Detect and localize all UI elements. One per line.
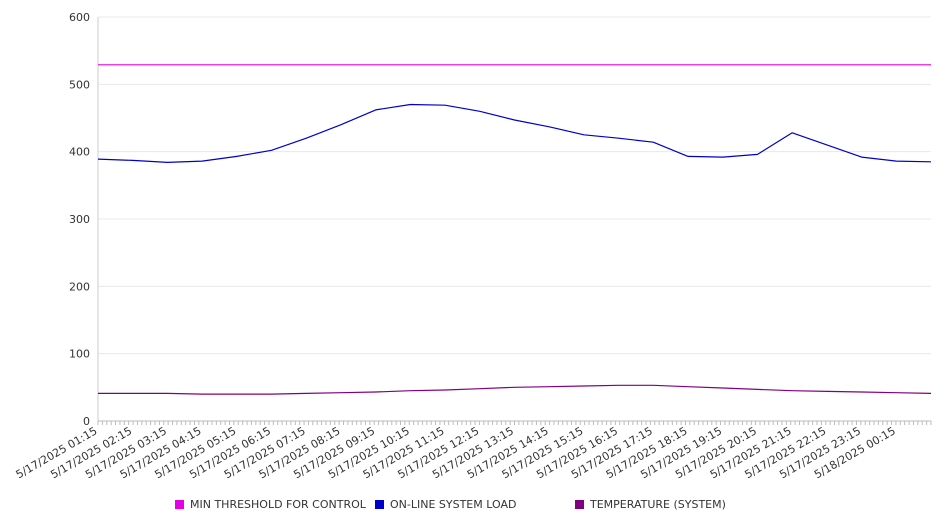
legend-label: MIN THRESHOLD FOR CONTROL [190, 498, 366, 511]
legend-label: TEMPERATURE (SYSTEM) [590, 498, 726, 511]
legend-item-temperature: TEMPERATURE (SYSTEM) [575, 498, 726, 511]
legend-label: ON-LINE SYSTEM LOAD [390, 498, 517, 511]
y-tick-label: 400 [69, 146, 90, 159]
series-line-2 [98, 384, 932, 395]
y-tick-label: 600 [69, 11, 90, 24]
y-tick-label: 0 [83, 415, 90, 428]
legend-swatch-magenta-icon [175, 500, 184, 509]
y-tick-label: 500 [69, 78, 90, 91]
y-tick-label: 100 [69, 348, 90, 361]
legend-item-min-threshold: MIN THRESHOLD FOR CONTROL [175, 498, 366, 511]
y-tick-label: 300 [69, 213, 90, 226]
series-line-1 [97, 103, 932, 163]
chart-legend: MIN THRESHOLD FOR CONTROL ON-LINE SYSTEM… [0, 498, 946, 514]
legend-swatch-blue-icon [375, 500, 384, 509]
legend-swatch-purple-icon [575, 500, 584, 509]
legend-item-system-load: ON-LINE SYSTEM LOAD [375, 498, 516, 511]
y-tick-label: 200 [69, 280, 90, 293]
